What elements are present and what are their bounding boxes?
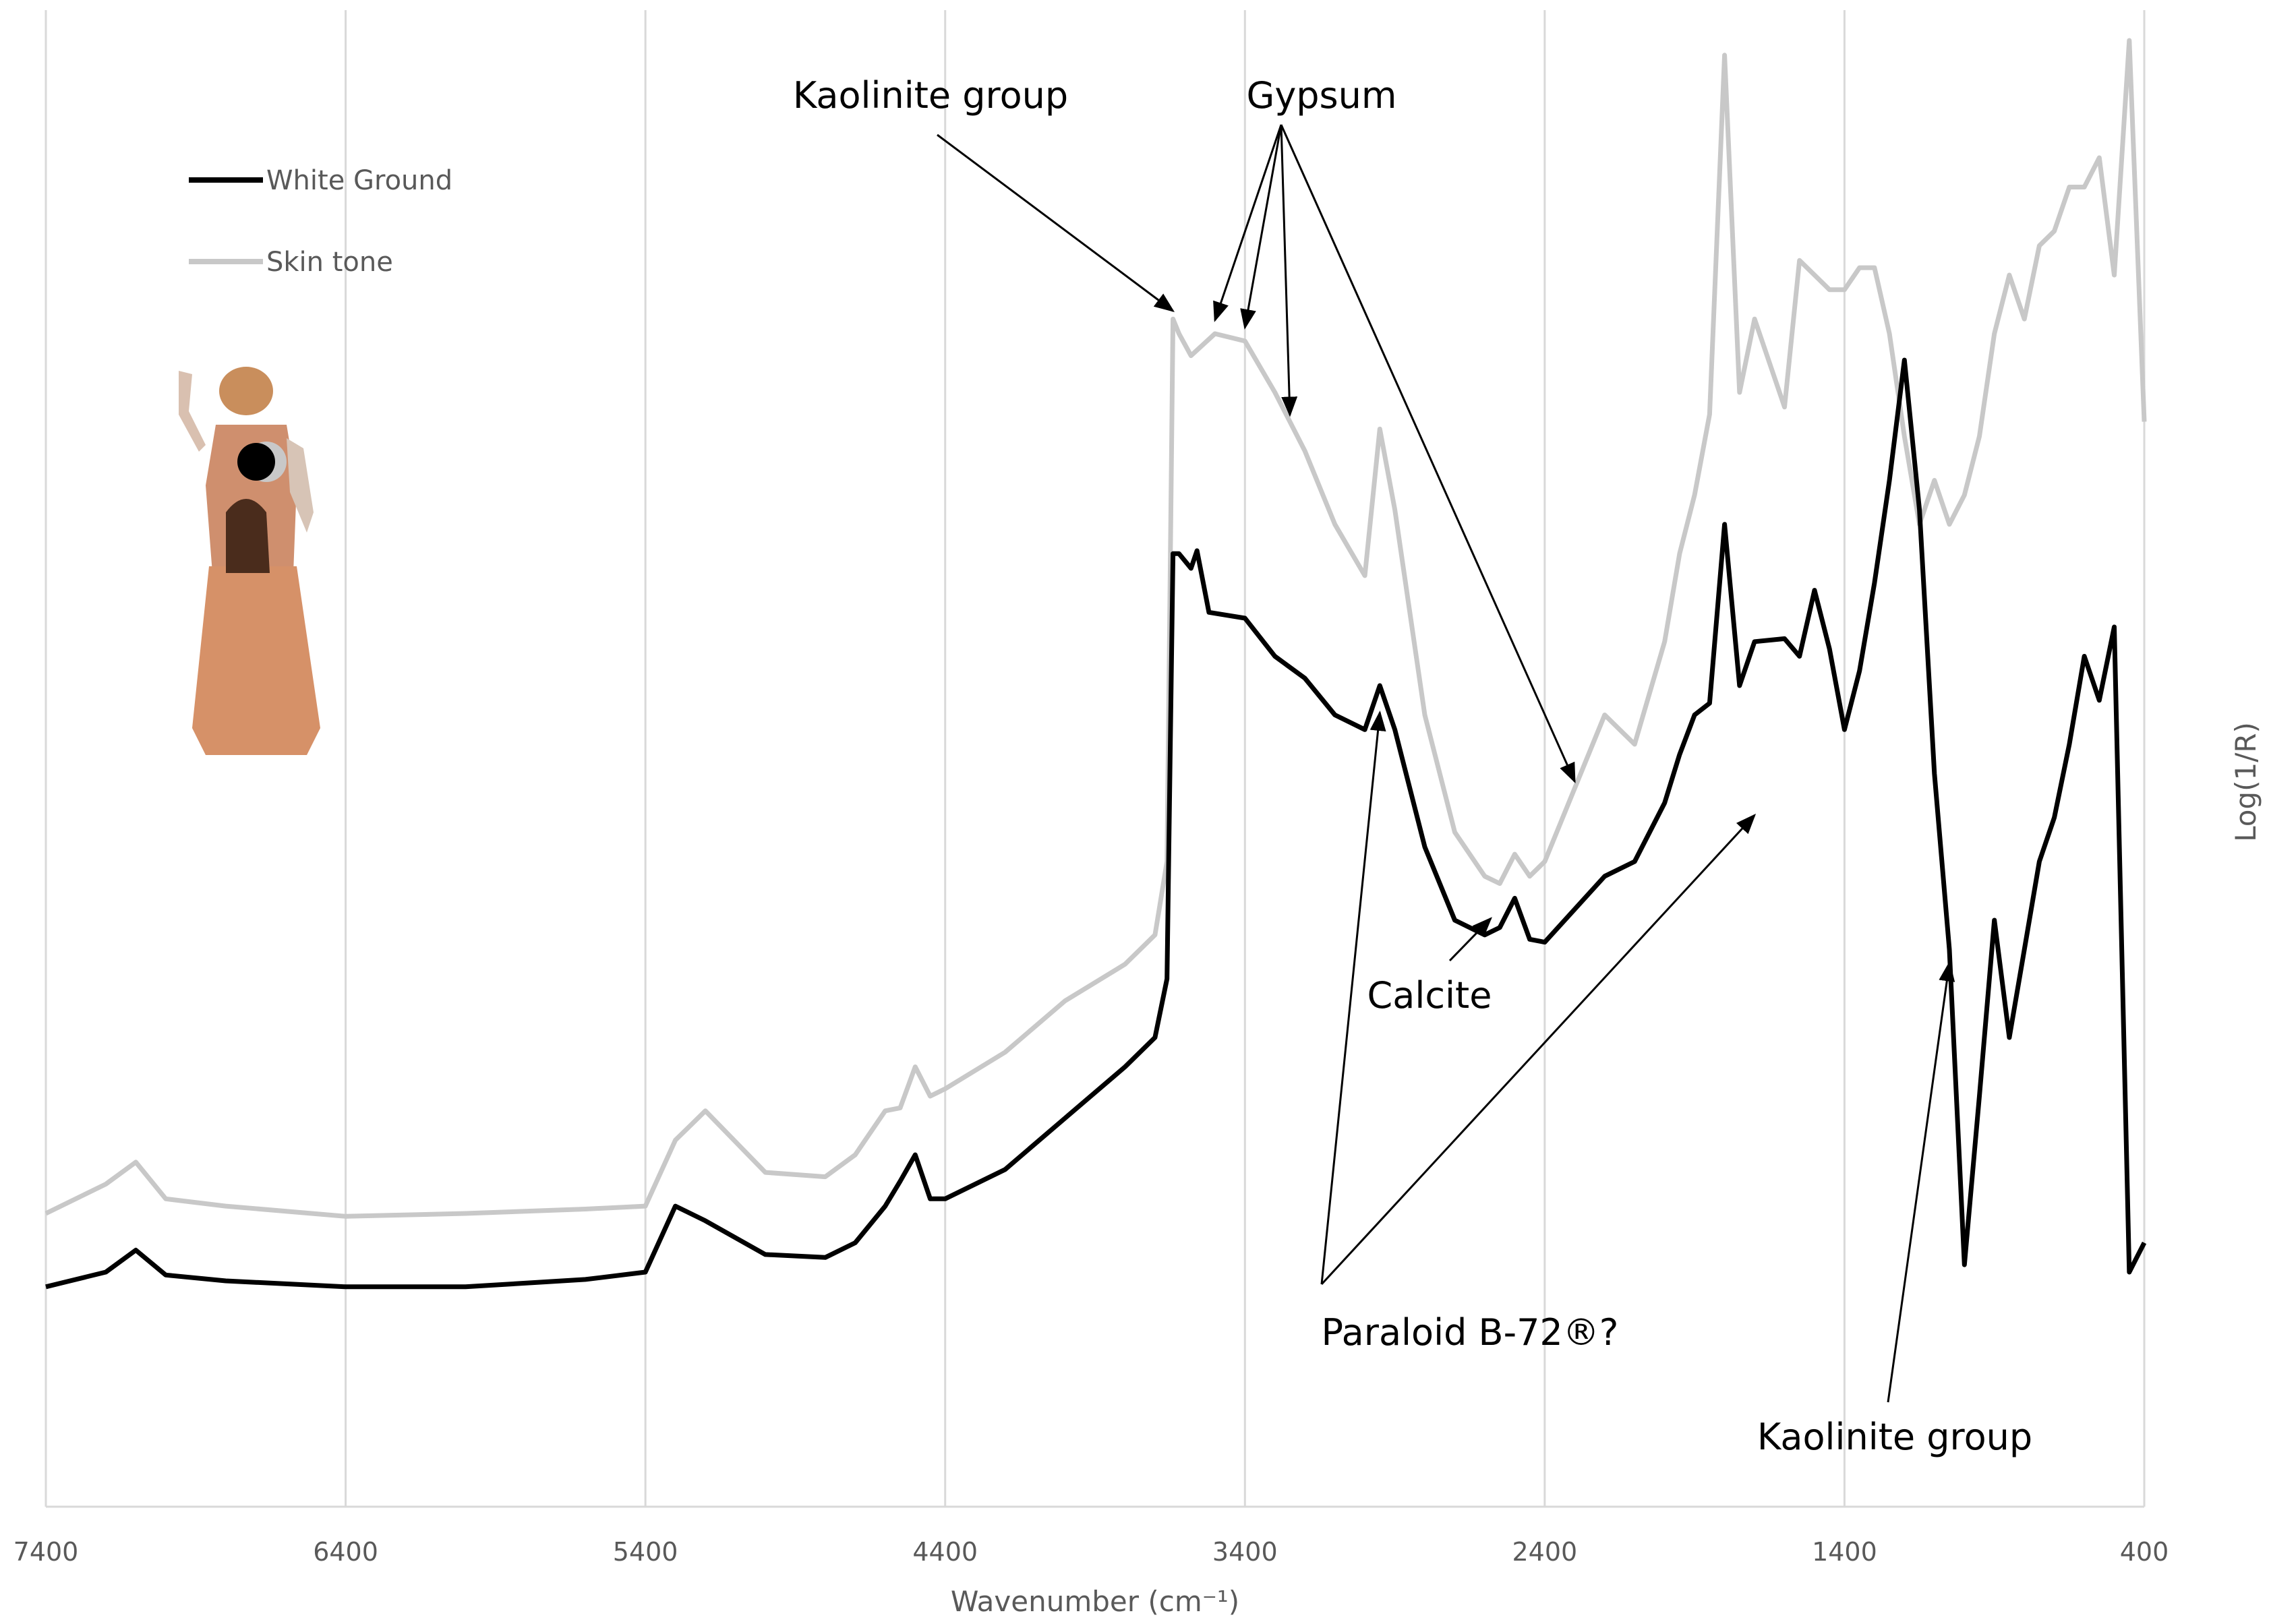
legend: White Ground Skin tone [189, 165, 452, 278]
annotation-arrow [1320, 711, 1386, 1285]
figurine-arm-raised [179, 371, 206, 452]
x-axis-title: Wavenumber (cm⁻¹) [951, 1585, 1239, 1618]
annotation-label: Kaolinite group [1757, 1416, 2032, 1458]
x-tick-label: 3400 [1212, 1537, 1278, 1567]
annotation-arrow [1280, 124, 1576, 783]
annotation-label: Paraloid B-72®? [1322, 1311, 1619, 1354]
x-axis-ticks: 7400 6400 5400 4400 3400 2400 1400 400 [13, 1537, 2169, 1567]
figurine-cavity [226, 499, 270, 573]
legend-entry: Skin tone [266, 247, 393, 278]
annotation-arrow [1320, 814, 1757, 1286]
figurine-head [219, 367, 273, 415]
annotation-arrow [1280, 124, 1298, 417]
annotation-label: Kaolinite group [793, 74, 1068, 117]
annotations: Kaolinite group Gypsum Calcite Paraloid B-7… [793, 74, 2032, 1458]
figurine-skirt [192, 566, 320, 755]
x-tick-label: 5400 [613, 1537, 678, 1567]
annotation-arrow [1213, 124, 1283, 322]
legend-entry: White Ground [266, 165, 452, 196]
annotation-label: Gypsum [1246, 74, 1396, 117]
white-ground-spot [237, 443, 275, 481]
x-tick-label: 6400 [313, 1537, 378, 1567]
vertical-gridlines [45, 10, 2146, 1507]
x-tick-label: 400 [2120, 1537, 2169, 1567]
y-axis-title: Log(1/R) [2229, 722, 2262, 842]
x-tick-label: 4400 [912, 1537, 978, 1567]
annotation-arrow [937, 133, 1175, 313]
series-line-skin-tone [45, 38, 2147, 1219]
x-tick-label: 7400 [13, 1537, 79, 1567]
figurine-image [179, 367, 320, 755]
x-tick-label: 1400 [1812, 1537, 1877, 1567]
x-tick-label: 2400 [1512, 1537, 1577, 1567]
annotation-arrow [1448, 917, 1492, 962]
figurine-arm-right [287, 438, 314, 533]
annotation-arrow [1240, 124, 1283, 330]
annotation-label: Calcite [1367, 974, 1492, 1017]
annotation-arrow [1887, 961, 1955, 1403]
